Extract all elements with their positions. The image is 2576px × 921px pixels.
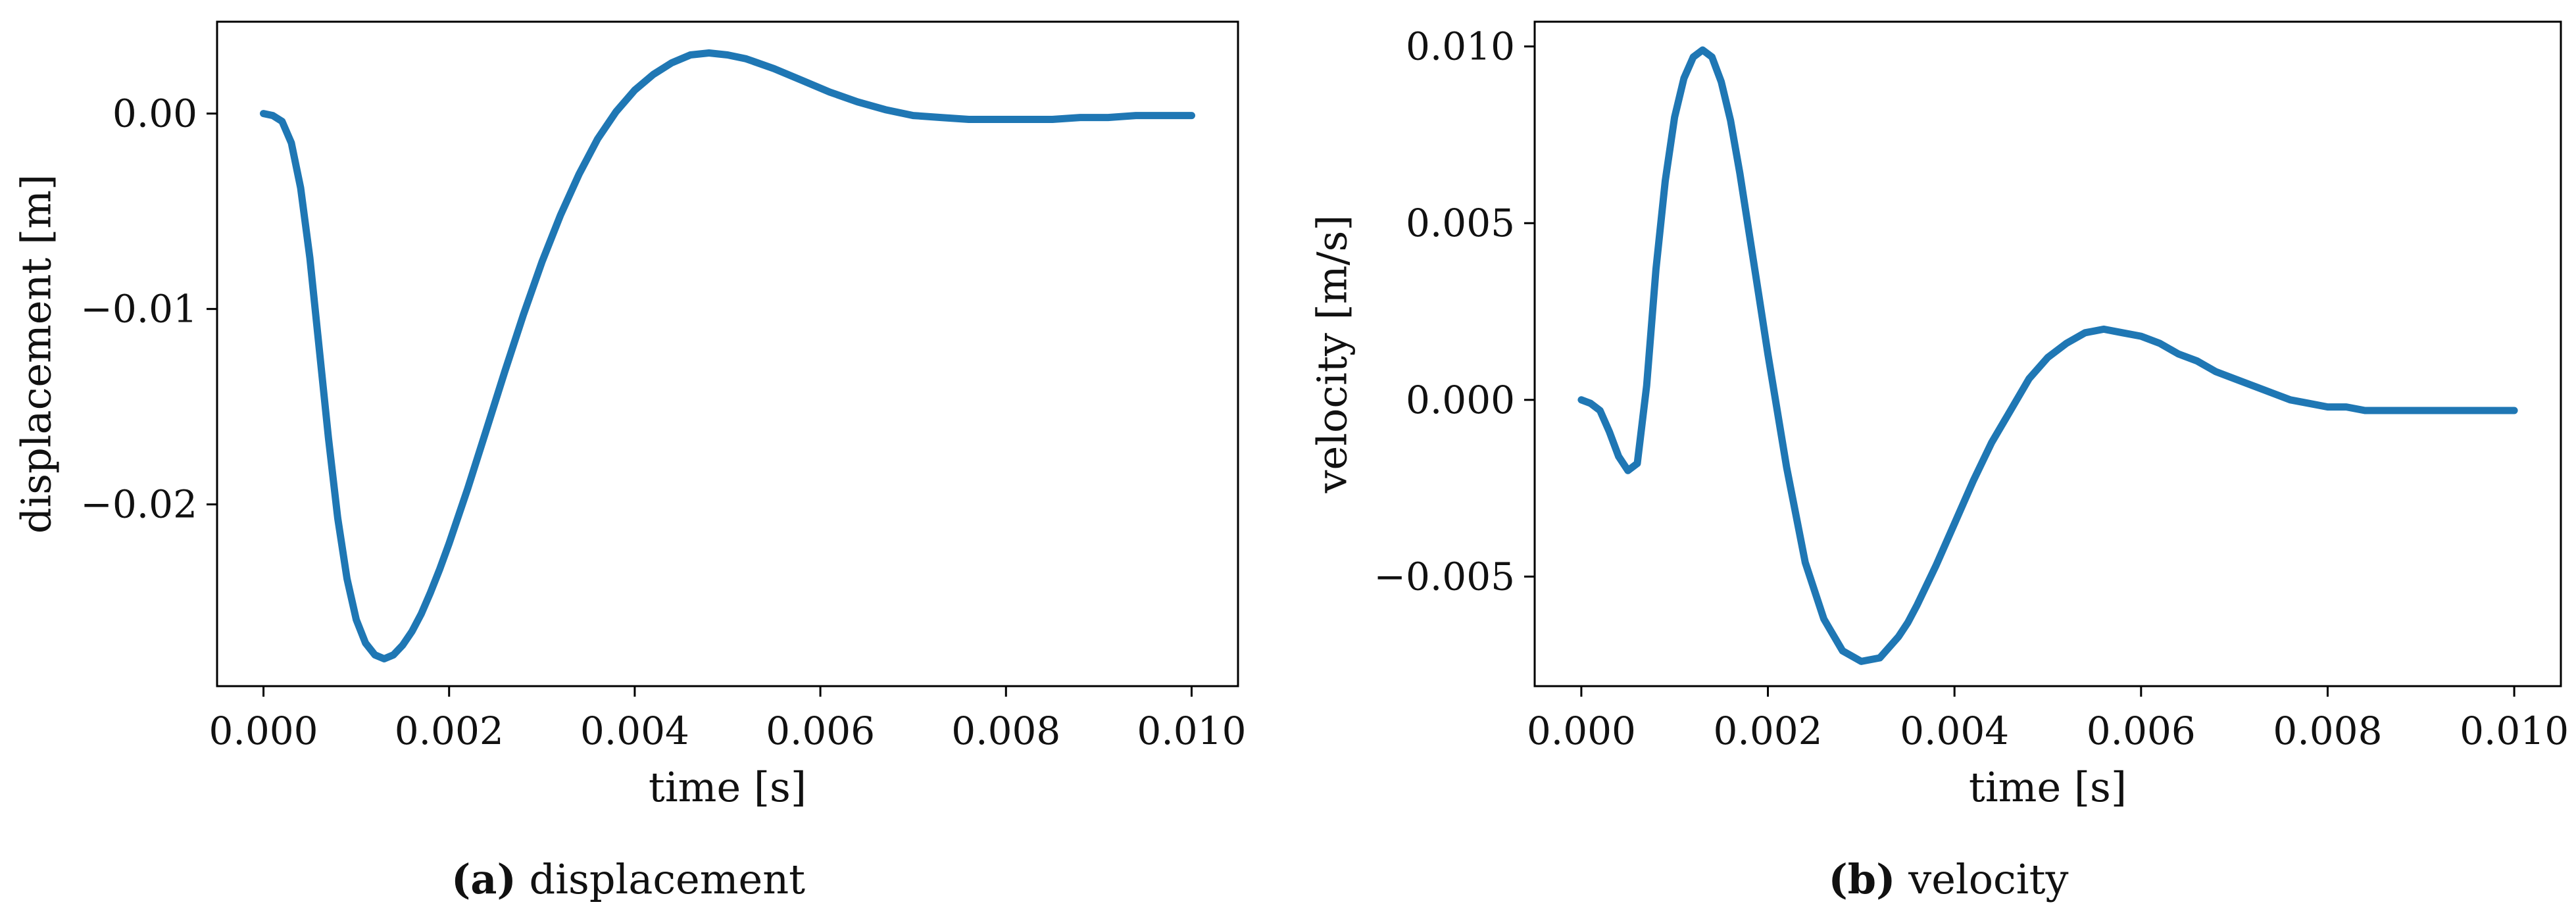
caption-b: (b) velocity xyxy=(1828,855,2068,903)
vel-series-line xyxy=(1577,46,2518,665)
vel-x-axis-label: time [s] xyxy=(1969,763,2127,811)
disp-y-tick-label: −0.01 xyxy=(80,287,197,332)
disp-x-tick-label: 0.000 xyxy=(209,709,318,753)
vel-x-tick-label: 0.004 xyxy=(1900,709,2009,753)
vel-y-tick-label: 0.000 xyxy=(1406,378,1515,422)
disp-x-tick-label: 0.010 xyxy=(1137,709,1246,753)
vel-x-tick-label: 0.010 xyxy=(2460,709,2569,753)
displacement-panel: 0.000 0.002 0.004 0.006 0.008 0.010 0.00 −0.01 −… xyxy=(12,20,1246,811)
vel-y-tick-label: 0.005 xyxy=(1406,201,1515,245)
disp-x-tick-label: 0.004 xyxy=(580,709,689,753)
caption-b-letter: (b) xyxy=(1828,855,1896,903)
disp-series-line xyxy=(260,49,1195,662)
disp-x-axis-label: time [s] xyxy=(649,763,806,811)
vel-y-tick-label: −0.005 xyxy=(1374,554,1515,599)
caption-a: (a) displacement xyxy=(451,855,805,903)
disp-x-tick-label: 0.002 xyxy=(395,709,504,753)
velocity-panel: 0.000 0.002 0.004 0.006 0.008 0.010 0.010 0.005… xyxy=(1308,20,2569,811)
caption-a-text: displacement xyxy=(529,855,806,903)
disp-x-tick-label: 0.008 xyxy=(951,709,1060,753)
disp-y-tick-label: −0.02 xyxy=(80,482,197,527)
disp-y-tick-label: 0.00 xyxy=(112,91,197,136)
vel-y-tick-label: 0.010 xyxy=(1406,24,1515,69)
caption-a-letter: (a) xyxy=(451,855,516,903)
vel-y-axis-label: velocity [m/s] xyxy=(1308,215,1356,494)
vel-x-tick-label: 0.000 xyxy=(1527,709,1636,753)
caption-b-text: velocity xyxy=(1908,855,2069,903)
vel-x-tick-label: 0.008 xyxy=(2273,709,2382,753)
disp-axes-frame xyxy=(216,20,1239,687)
vel-axes-frame xyxy=(1533,20,2562,687)
vel-x-tick-label: 0.002 xyxy=(1714,709,1823,753)
vel-x-tick-label: 0.006 xyxy=(2087,709,2196,753)
disp-y-axis-label: displacement [m] xyxy=(12,174,61,534)
disp-x-tick-label: 0.006 xyxy=(766,709,875,753)
